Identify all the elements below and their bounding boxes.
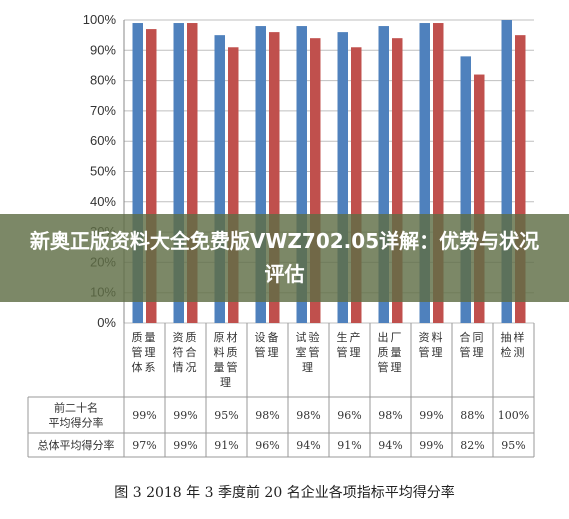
data-label: 99% xyxy=(419,439,443,452)
y-tick-label: 70% xyxy=(90,103,116,118)
data-label: 98% xyxy=(296,409,320,422)
bar xyxy=(419,23,430,324)
y-tick-label: 90% xyxy=(90,42,116,57)
y-tick-label: 60% xyxy=(90,133,116,148)
data-label: 96% xyxy=(337,409,361,422)
data-label: 88% xyxy=(460,409,484,422)
bar xyxy=(310,38,321,324)
bar xyxy=(296,26,307,324)
category-label: 检测 xyxy=(501,345,527,359)
y-tick-label: 50% xyxy=(90,164,116,179)
data-label: 98% xyxy=(255,409,279,422)
category-label: 理 xyxy=(220,376,233,389)
category-label: 生产 xyxy=(337,330,363,344)
category-label: 资质 xyxy=(173,331,199,344)
bar xyxy=(214,35,225,324)
bar xyxy=(433,23,444,324)
series-name: 总体平均得分率 xyxy=(38,438,115,452)
bar xyxy=(187,23,198,324)
y-tick-label: 0% xyxy=(97,315,116,330)
data-label: 98% xyxy=(378,409,402,422)
data-label: 96% xyxy=(255,439,279,452)
data-label: 95% xyxy=(214,409,238,422)
data-label: 99% xyxy=(173,439,197,452)
category-label: 合同 xyxy=(460,330,486,344)
category-label: 理 xyxy=(302,361,315,374)
category-label: 量管 xyxy=(214,360,240,374)
category-label: 质量 xyxy=(132,331,158,344)
data-label: 99% xyxy=(132,409,156,422)
series-name: 平均得分率 xyxy=(49,416,104,430)
bar xyxy=(132,23,143,324)
bar xyxy=(269,32,280,324)
bar xyxy=(474,74,485,323)
category-label: 管理 xyxy=(460,345,486,359)
data-label: 94% xyxy=(378,439,402,452)
category-label: 体系 xyxy=(132,360,158,374)
data-label: 99% xyxy=(419,409,443,422)
data-label: 82% xyxy=(460,439,484,452)
y-tick-label: 40% xyxy=(90,194,116,209)
category-label: 管理 xyxy=(419,345,445,359)
category-label: 符合 xyxy=(173,345,199,359)
bar xyxy=(501,20,512,323)
category-label: 出厂 xyxy=(378,330,404,344)
bar-series xyxy=(132,20,526,324)
category-label: 室管 xyxy=(296,345,322,359)
series-name: 前二十名 xyxy=(54,401,98,415)
y-tick-label: 80% xyxy=(90,73,116,88)
data-label: 91% xyxy=(337,439,361,452)
category-label: 料质 xyxy=(214,345,240,359)
category-label: 管理 xyxy=(255,345,281,359)
bar xyxy=(460,56,471,324)
bar xyxy=(515,35,526,324)
data-label: 100% xyxy=(498,409,529,422)
data-label: 91% xyxy=(214,439,238,452)
category-label: 质量 xyxy=(378,346,404,359)
category-label: 设备 xyxy=(255,330,281,344)
data-label: 97% xyxy=(132,439,156,452)
category-label: 抽样 xyxy=(501,330,527,344)
data-label: 99% xyxy=(173,409,197,422)
overlay-banner: 新奥正版资料大全免费版VWZ702.05详解：优势与状况评估 xyxy=(0,214,569,302)
overlay-title: 新奥正版资料大全免费版VWZ702.05详解：优势与状况评估 xyxy=(29,229,540,286)
data-label: 94% xyxy=(296,439,320,452)
bar xyxy=(378,26,389,324)
data-table: 质量管理体系资质符合情况原材料质量管理设备管理试验室管理生产管理出厂质量管理资料… xyxy=(27,323,535,458)
bar xyxy=(392,38,403,324)
category-label: 情况 xyxy=(173,361,199,374)
bar xyxy=(255,26,266,324)
bar xyxy=(146,29,157,324)
category-label: 管理 xyxy=(132,345,158,359)
bar xyxy=(173,23,184,324)
bar xyxy=(228,47,239,324)
bar xyxy=(337,32,348,324)
data-label: 95% xyxy=(501,439,525,452)
figure-caption: 图 3 2018 年 3 季度前 20 名企业各项指标平均得分率 xyxy=(114,485,455,501)
category-label: 资料 xyxy=(419,330,445,344)
category-label: 原材 xyxy=(214,330,240,344)
y-tick-label: 100% xyxy=(83,12,117,27)
bar xyxy=(351,47,362,324)
category-label: 管理 xyxy=(378,360,404,374)
category-label: 试验 xyxy=(296,330,322,344)
category-label: 管理 xyxy=(337,345,363,359)
